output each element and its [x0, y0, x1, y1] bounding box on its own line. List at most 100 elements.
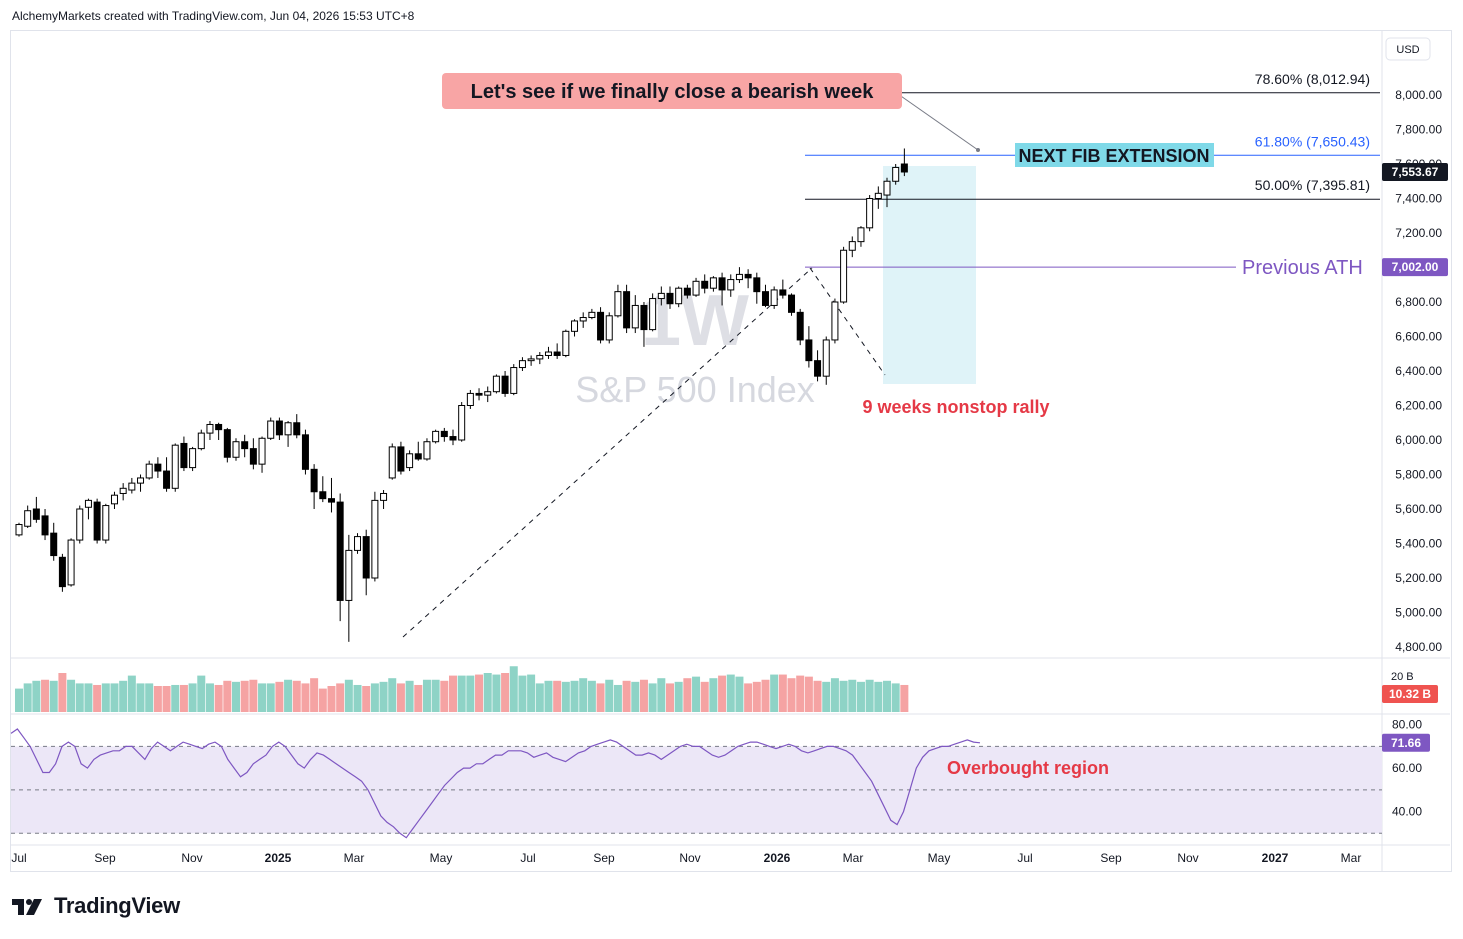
trendline-dashed: [402, 267, 813, 638]
candle-body: [571, 320, 579, 332]
candle-body: [258, 437, 266, 465]
candle-body: [371, 499, 379, 579]
candle-body: [319, 491, 327, 500]
candle-body: [848, 241, 856, 251]
candle-body: [640, 304, 648, 331]
price-tick-label: 5,000.00: [1395, 606, 1442, 620]
volume-bar: [509, 666, 518, 712]
volume-bar: [796, 675, 805, 712]
candle-body: [874, 192, 882, 199]
candle-body: [692, 280, 700, 296]
volume-bar: [197, 675, 206, 712]
volume-bar: [232, 681, 240, 712]
volume-bar: [388, 678, 397, 712]
volume-bar: [119, 680, 128, 712]
tradingview-logo-icon: [12, 899, 42, 915]
volume-bar: [639, 679, 648, 712]
candle-body: [414, 453, 422, 460]
volume-bar: [266, 683, 275, 712]
volume-bar: [49, 680, 58, 712]
rsi-last-tag: [1382, 733, 1430, 752]
volume-bar: [492, 674, 501, 712]
price-tick-label: 6,800.00: [1395, 295, 1442, 309]
candle-body: [58, 556, 66, 588]
volume-bar: [657, 678, 666, 712]
callout-pointer-dot: [976, 148, 980, 152]
fib-extension-text: NEXT FIB EXTENSION: [1018, 146, 1209, 166]
bearish-callout-box: [442, 73, 902, 109]
time-tick-label: Mar: [843, 851, 864, 865]
time-tick-label: Jul: [520, 851, 535, 865]
time-tick-label: Nov: [181, 851, 202, 865]
volume-bar: [605, 679, 614, 712]
candle-body: [753, 277, 761, 293]
volume-bar: [336, 683, 345, 712]
volume-bar: [501, 673, 510, 712]
volume-bar: [41, 679, 50, 712]
candle-body: [249, 448, 257, 465]
volume-bar: [778, 674, 787, 712]
volume-bar: [674, 681, 683, 712]
candle-body: [683, 287, 691, 296]
candle-body: [466, 392, 474, 406]
candle-body: [553, 351, 561, 356]
candle-body: [32, 508, 40, 520]
candle-body: [345, 549, 353, 601]
volume-bar: [770, 674, 779, 712]
volume-bar: [23, 683, 32, 712]
volume-bar: [362, 686, 371, 712]
volume-bar: [553, 680, 562, 712]
volume-last-text: 10.32 B: [1389, 687, 1431, 701]
volume-bar: [370, 683, 379, 712]
volume-bar: [830, 678, 839, 712]
candle-body: [900, 163, 908, 173]
rsi-last-text: 71.66: [1391, 736, 1421, 750]
candle-body: [41, 515, 49, 536]
fib-level-label: 78.60% (8,012.94): [1255, 71, 1370, 87]
candle-body: [197, 432, 205, 450]
volume-bar: [735, 676, 744, 712]
volume-bar: [301, 683, 310, 712]
price-tick-label: 6,400.00: [1395, 364, 1442, 378]
fib-level-label: 61.80% (7,650.43): [1255, 133, 1370, 149]
candle-body: [761, 291, 769, 306]
candle-body: [709, 277, 717, 289]
tradingview-logo[interactable]: TradingView: [12, 893, 180, 919]
candle-body: [770, 289, 778, 306]
candle-body: [666, 292, 674, 305]
candle-body: [189, 448, 197, 469]
candle-body: [701, 280, 709, 289]
volume-bar: [752, 681, 761, 712]
volume-bar: [613, 684, 622, 712]
candle-body: [423, 441, 431, 460]
volume-bar: [327, 686, 336, 712]
volume-bar: [58, 673, 67, 712]
volume-bar: [440, 680, 449, 712]
volume-bar: [570, 680, 579, 712]
candle-body: [67, 539, 75, 586]
volume-bar: [344, 679, 353, 712]
candle-body: [544, 351, 552, 356]
candle-body: [267, 420, 275, 439]
volume-bar: [466, 675, 475, 712]
tradingview-logo-text: TradingView: [54, 893, 180, 918]
volume-bar: [353, 684, 362, 712]
time-tick-label: 2025: [265, 851, 292, 865]
time-tick-label: May: [430, 851, 453, 865]
volume-bar: [839, 680, 848, 712]
candle-body: [779, 289, 787, 296]
time-tick-label: Sep: [1100, 851, 1122, 865]
rally-note: 9 weeks nonstop rally: [862, 397, 1049, 417]
rsi-band: [11, 746, 1382, 834]
callout-pointer: [897, 93, 979, 151]
volume-bar: [214, 684, 223, 712]
candle-body: [814, 360, 822, 377]
candle-body: [657, 292, 665, 300]
volume-bar: [284, 679, 293, 712]
volume-bar: [205, 683, 214, 712]
volume-bar: [405, 680, 414, 712]
candle-body: [631, 304, 639, 329]
volume-bar: [275, 681, 284, 712]
rsi-line: [10, 728, 981, 839]
